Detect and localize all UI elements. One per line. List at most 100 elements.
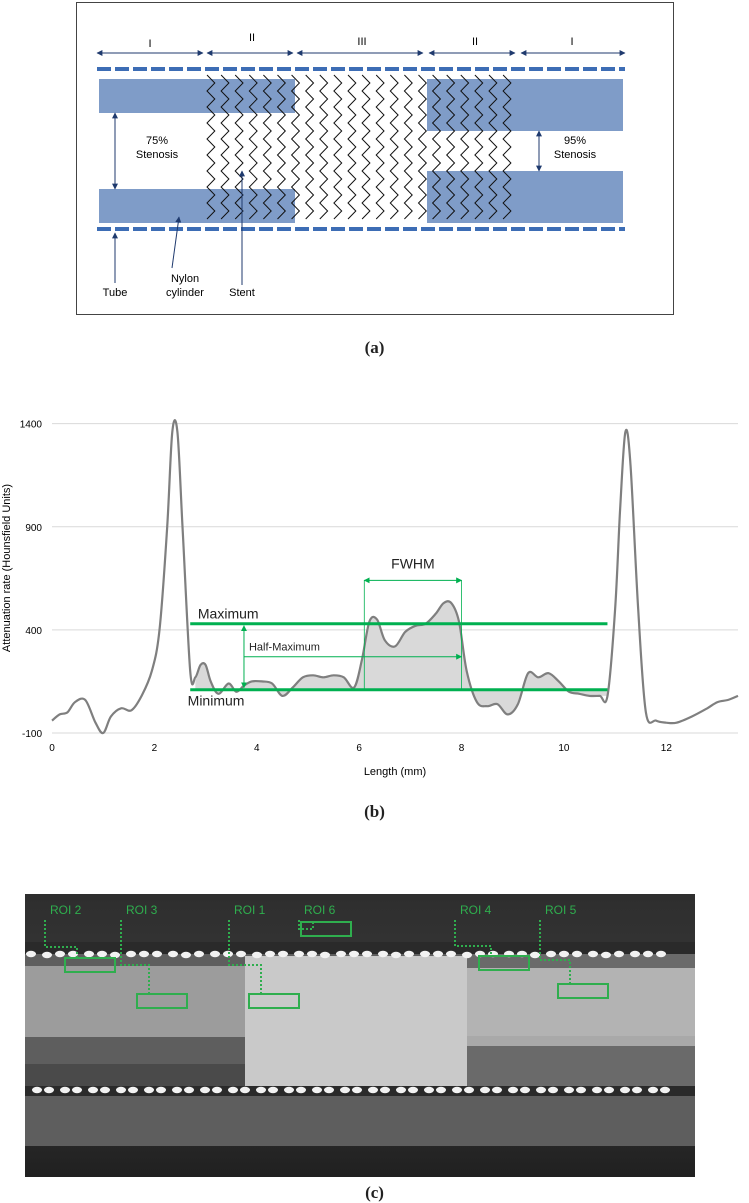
tube-label: Tube — [103, 287, 128, 299]
strut-dot — [110, 951, 120, 959]
strut-dot — [424, 1086, 434, 1094]
stent-strut — [206, 74, 216, 220]
strut-dot — [508, 1086, 518, 1094]
maximum-label: Maximum — [198, 606, 259, 622]
strut-dot — [548, 1086, 558, 1094]
strut-dot — [643, 950, 653, 958]
zone-label: I — [148, 38, 151, 50]
caption-a: (a) — [364, 338, 385, 357]
strut-dot — [446, 950, 456, 958]
minimum-label: Minimum — [188, 693, 245, 709]
strut-dot — [172, 1086, 182, 1094]
strut-dot — [116, 1086, 126, 1094]
stent-strut — [319, 74, 329, 220]
stenosis-95-value: 95% — [564, 135, 586, 147]
strut-dot — [194, 950, 204, 958]
stent-strut — [361, 74, 371, 220]
strut-dot — [660, 1086, 670, 1094]
strut-dot — [559, 950, 569, 958]
roi-label: ROI 4 — [460, 903, 492, 917]
chart-series — [51, 418, 739, 735]
roi-leader — [228, 920, 262, 994]
ct-image: ROI 2 ROI 3 ROI 1 ROI 6 ROI 4 ROI 5 — [25, 894, 695, 1177]
ct-stent-struts — [26, 950, 670, 1094]
x-tick-label: 12 — [661, 743, 673, 754]
strut-dot — [592, 1086, 602, 1094]
strut-dot — [252, 951, 262, 959]
attenuation-profile-chart: Maximum Minimum Half-Maximum FWHM -100 400 90… — [0, 375, 749, 805]
strut-dot — [588, 950, 598, 958]
strut-dot — [614, 950, 624, 958]
roi-leader — [298, 920, 314, 930]
strut-dot — [60, 1086, 70, 1094]
stent-strut — [460, 74, 470, 220]
strut-dot — [284, 1086, 294, 1094]
nylon-cylinder — [99, 79, 623, 223]
strut-dot — [340, 1086, 350, 1094]
strut-dot — [42, 951, 52, 959]
strut-dot — [307, 950, 317, 958]
roi-box — [300, 921, 352, 937]
strut-dot — [391, 951, 401, 959]
roi-markers: ROI 2 ROI 3 ROI 1 ROI 6 ROI 4 ROI 5 — [44, 903, 609, 1009]
stent-phantom-diagram: I II III II I 75% Stenosis 95% Steno — [76, 2, 674, 315]
strut-dot — [378, 950, 388, 958]
strut-dot — [576, 1086, 586, 1094]
strut-dot — [572, 950, 582, 958]
roi-box — [136, 993, 188, 1009]
strut-dot — [480, 1086, 490, 1094]
strut-dot — [462, 951, 472, 959]
caption-c: (c) — [365, 1183, 384, 1202]
pointer-arrows — [112, 170, 245, 285]
strut-dot — [126, 950, 136, 958]
strut-dot — [396, 1086, 406, 1094]
strut-dot — [433, 950, 443, 958]
strut-dot — [200, 1086, 210, 1094]
strut-dot — [228, 1086, 238, 1094]
fwhm-label: FWHM — [391, 555, 435, 571]
stent-strut — [502, 74, 512, 220]
x-tick-label: 2 — [152, 743, 158, 754]
strut-dot — [630, 950, 640, 958]
strut-dot — [296, 1086, 306, 1094]
strut-dot — [236, 950, 246, 958]
stent-strut — [305, 74, 315, 220]
strut-dot — [564, 1086, 574, 1094]
roi-leader — [539, 920, 571, 984]
caption-b: (b) — [364, 802, 385, 821]
strut-dot — [452, 1086, 462, 1094]
nylon-label-2: cylinder — [166, 287, 204, 299]
strut-dot — [536, 1086, 546, 1094]
roi-leader — [44, 920, 78, 958]
strut-dot — [408, 1086, 418, 1094]
stent-strut — [431, 74, 442, 220]
strut-dot — [240, 1086, 250, 1094]
stent-strut — [347, 74, 357, 220]
ct-phantom — [25, 942, 695, 1146]
strut-dot — [139, 950, 149, 958]
stent-strut — [446, 74, 456, 220]
stent-strut — [262, 74, 272, 220]
strut-dot — [184, 1086, 194, 1094]
stent-strut — [333, 74, 343, 220]
nylon-label-1: Nylon — [171, 273, 199, 285]
y-tick-label: 900 — [25, 523, 42, 534]
stent-strut — [248, 74, 258, 220]
strut-dot — [604, 1086, 614, 1094]
strut-dot — [546, 950, 556, 958]
strut-dot — [530, 951, 540, 959]
strut-dot — [256, 1086, 266, 1094]
strut-dot — [84, 950, 94, 958]
strut-dot — [464, 1086, 474, 1094]
strut-dot — [55, 950, 65, 958]
strut-dot — [210, 950, 220, 958]
stent-strut — [290, 74, 301, 220]
roi-box — [478, 955, 530, 971]
stenosis-75-value: 75% — [146, 135, 168, 147]
chart-fill-regions — [195, 601, 608, 715]
half-maximum-label: Half-Maximum — [249, 642, 320, 654]
zone-label: II — [472, 36, 478, 48]
strut-dot — [420, 950, 430, 958]
stent-strut — [276, 74, 286, 220]
strut-dot — [648, 1086, 658, 1094]
